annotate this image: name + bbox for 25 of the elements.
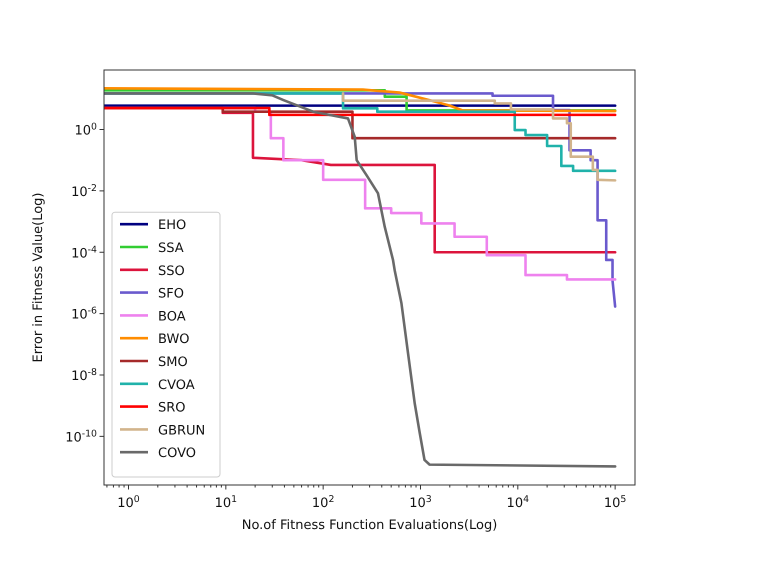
- legend-label: SMO: [158, 355, 188, 370]
- legend-label: EHO: [158, 218, 186, 234]
- y-tick-label: 10$^{-2}$: [71, 182, 98, 200]
- legend-label: SFO: [158, 286, 184, 302]
- x-tick-label: 10$^{2}$: [312, 494, 334, 511]
- legend-label: BWO: [158, 332, 190, 348]
- legend-label: BOA: [158, 309, 186, 324]
- x-tick-label: 10$^{5}$: [604, 494, 626, 511]
- legend-label: GBRUN: [158, 423, 206, 438]
- x-tick-label: 10$^{3}$: [409, 494, 432, 511]
- legend-label: SSO: [158, 264, 185, 279]
- x-tick-label: 10$^{0}$: [117, 494, 140, 511]
- y-tick-label: 10$^{-10}$: [65, 428, 98, 446]
- y-tick-label: 10$^{-8}$: [71, 366, 98, 384]
- x-tick-label: 10$^{1}$: [214, 494, 238, 511]
- legend-label: CVOA: [158, 378, 195, 393]
- y-tick-label: 10$^{-4}$: [71, 244, 98, 262]
- legend-label: COVO: [158, 446, 196, 462]
- x-axis-title: No.of Fitness Function Evaluations(Log): [242, 518, 498, 533]
- legend-label: SSA: [158, 241, 184, 256]
- legend-label: SRO: [158, 400, 186, 416]
- x-tick-label: 10$^{4}$: [506, 494, 530, 511]
- y-tick-label: 10$^{0}$: [74, 121, 98, 139]
- y-tick-label: 10$^{-6}$: [71, 305, 98, 323]
- y-axis-title: Error in Fitness Value(Log): [31, 192, 46, 363]
